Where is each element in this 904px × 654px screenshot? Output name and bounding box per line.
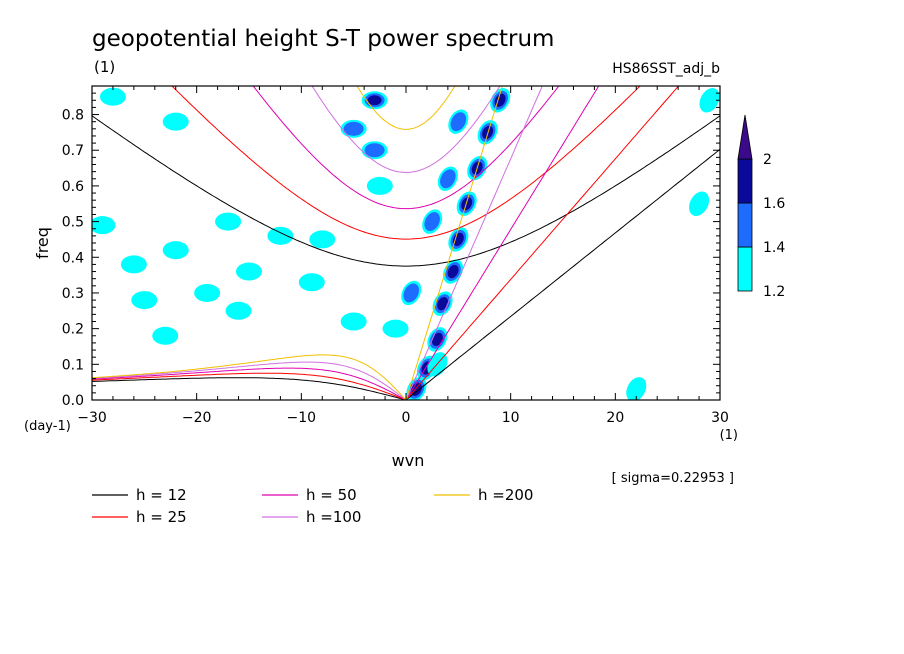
- x-tick-label: 0: [402, 410, 411, 426]
- chart-subtitle-experiment: HS86SST_adj_b: [612, 61, 720, 77]
- power-blob: [340, 312, 367, 331]
- x-tick-label: 30: [711, 410, 729, 426]
- dispersion-curve: [405, 86, 503, 400]
- x-tick-label: −30: [77, 410, 107, 426]
- x-tick-label: −10: [287, 410, 317, 426]
- power-blob: [225, 301, 252, 320]
- power-blob: [367, 95, 382, 106]
- legend-label: h =100: [306, 508, 361, 526]
- y-axis-label: freq: [33, 227, 52, 259]
- colorbar-segment: [737, 158, 753, 204]
- colorbar-segment: [737, 202, 753, 248]
- legend-label: h = 50: [306, 486, 357, 504]
- power-blob: [626, 377, 647, 400]
- dispersion-curve: [92, 367, 407, 400]
- power-blob: [382, 319, 409, 338]
- y-tick-label: 0.3: [62, 286, 84, 302]
- power-blob: [440, 169, 456, 189]
- dispersion-curve: [252, 86, 560, 210]
- power-blob: [447, 264, 459, 279]
- dispersion-curves: [92, 86, 720, 400]
- power-blob: [236, 262, 262, 281]
- power-blob: [437, 297, 449, 311]
- dispersion-curve: [92, 115, 720, 267]
- colorbar: 1.2 1.4 1.6 2: [737, 114, 785, 300]
- power-blob: [267, 226, 294, 245]
- colorbar-label: 1.2: [763, 284, 785, 300]
- y-tick-label: 0.6: [62, 179, 84, 195]
- x-tick-label: 10: [502, 410, 520, 426]
- y-tick-label: 0.7: [62, 143, 84, 159]
- x-axis-label: wvn: [392, 451, 425, 470]
- power-blob: [162, 112, 189, 131]
- y-tick-label: 0.5: [62, 215, 84, 231]
- power-blob: [162, 241, 189, 260]
- power-blob: [309, 230, 336, 249]
- power-blob: [699, 88, 720, 113]
- power-contours: [92, 87, 720, 400]
- y-tick-label: 0.8: [62, 108, 84, 124]
- power-blob: [298, 273, 325, 292]
- power-blob: [343, 121, 364, 136]
- power-blob: [431, 332, 443, 346]
- power-blob: [403, 283, 419, 303]
- dispersion-curve: [92, 372, 407, 400]
- colorbar-label: 1.6: [763, 196, 785, 212]
- plot-frame: [91, 85, 721, 401]
- dispersion-curve: [405, 148, 720, 400]
- x-tick-label: −20: [182, 410, 212, 426]
- y-tick-label: 0.2: [62, 322, 84, 338]
- power-blob: [99, 87, 126, 106]
- power-blob: [366, 176, 393, 195]
- colorbar-label: 2: [763, 152, 772, 168]
- sigma-note: [ sigma=0.22953 ]: [612, 471, 734, 486]
- chart-title: geopotential height S-T power spectrum: [92, 26, 554, 52]
- dispersion-curve: [92, 361, 407, 400]
- axis-ticks: −30 −20 −10 0 10 20 30 0.0 0.1 0.2 0.3 0.4 0.5 0.6 0.7…: [62, 85, 729, 426]
- power-blob: [689, 191, 710, 216]
- y-tick-label: 0.4: [62, 250, 84, 266]
- chart-subtitle-unit: (1): [94, 58, 115, 76]
- y-tick-label: 0.0: [62, 393, 84, 409]
- x-axis-unit: (1): [720, 428, 738, 443]
- power-blob: [152, 326, 179, 345]
- power-blob: [215, 212, 242, 231]
- colorbar-arrow: [737, 114, 753, 160]
- power-blob: [92, 216, 116, 235]
- dispersion-curve: [92, 354, 407, 400]
- dispersion-curve: [356, 86, 456, 130]
- dispersion-curve: [171, 86, 641, 240]
- y-axis-unit: (day-1): [24, 419, 71, 434]
- legend-label: h = 25: [136, 508, 187, 526]
- dispersion-curve: [405, 86, 680, 400]
- legend-label: h = 12: [136, 486, 187, 504]
- power-blob: [424, 212, 440, 232]
- x-tick-label: 20: [606, 410, 624, 426]
- power-blob: [131, 291, 158, 310]
- power-blob: [364, 143, 385, 158]
- power-blob: [194, 283, 221, 302]
- colorbar-label: 1.4: [763, 240, 785, 256]
- legend-label: h =200: [478, 486, 533, 504]
- dispersion-curve: [405, 86, 543, 400]
- y-tick-label: 0.1: [62, 357, 84, 373]
- dispersion-curve: [92, 377, 407, 400]
- colorbar-segment: [737, 246, 753, 292]
- power-blob: [452, 232, 464, 247]
- power-blob: [450, 112, 467, 132]
- curve-legend: h = 12 h = 25 h = 50 h =100 h =200: [92, 486, 533, 526]
- dispersion-curve: [311, 86, 501, 173]
- dispersion-curve: [405, 86, 600, 400]
- power-blob: [410, 382, 422, 396]
- power-blob: [120, 255, 147, 274]
